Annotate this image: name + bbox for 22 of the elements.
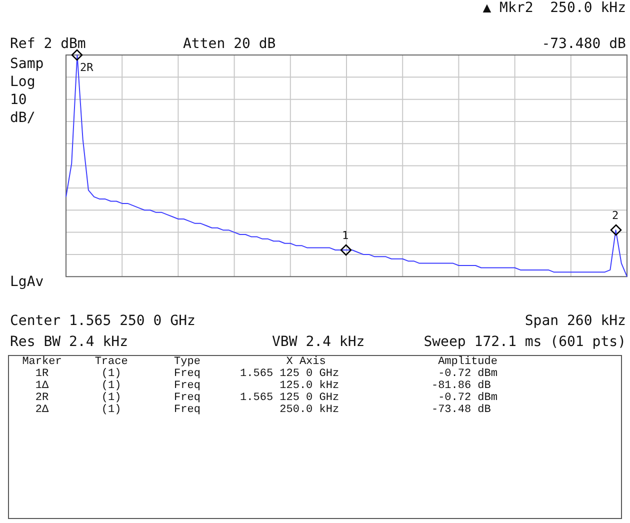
text: dB/	[10, 110, 36, 126]
text: Atten 20 dB	[183, 36, 276, 52]
text: ▲ Mkr2 250.0 kHz	[482, 0, 626, 16]
text: Center 1.565 250 0 GHz	[10, 313, 196, 329]
annotation: 2	[612, 209, 619, 222]
text: Span 260 kHz	[524, 313, 626, 329]
text: Ref 2 dBm	[10, 36, 86, 52]
annotation: 1	[342, 229, 349, 242]
text: Log	[10, 74, 36, 90]
text: -73.480 dB	[542, 36, 626, 52]
text: 1R (1) Freq 1.565 125 0 GHz -0.72 dBm	[34, 368, 498, 380]
text: Res BW 2.4 kHz	[10, 334, 128, 350]
annotation: 2R	[80, 61, 94, 74]
text: 10	[10, 92, 27, 108]
text: VBW 2.4 kHz	[272, 334, 365, 350]
text: 1Δ (1) Freq 125.0 kHz -81.86 dB	[34, 380, 492, 392]
text: 2R (1) Freq 1.565 125 0 GHz -0.72 dBm	[34, 392, 498, 404]
text: LgAv	[10, 274, 44, 290]
text: 2Δ (1) Freq 250.0 kHz -73.48 dB	[34, 404, 492, 416]
text: Sweep 172.1 ms (601 pts)	[424, 334, 626, 350]
text: Marker Trace Type X Axis Amplitude	[21, 356, 498, 368]
text: Samp	[10, 56, 44, 72]
